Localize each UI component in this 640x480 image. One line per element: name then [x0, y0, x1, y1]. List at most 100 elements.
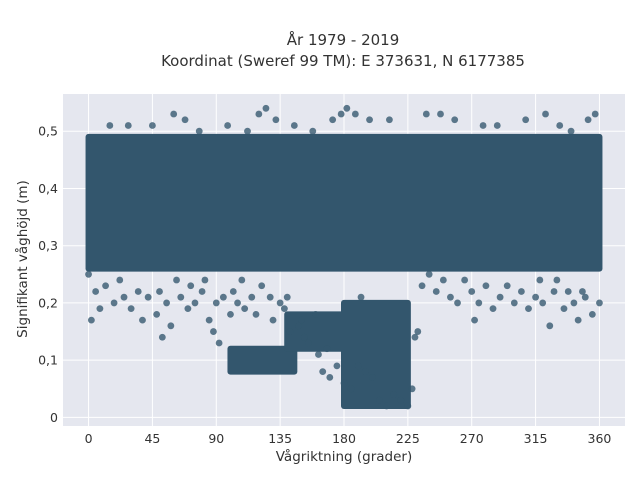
- data-point: [124, 122, 132, 129]
- data-point: [300, 333, 308, 341]
- data-point: [305, 339, 312, 347]
- dense-point-regions: [85, 133, 603, 409]
- y-tick-label: 0,5: [38, 124, 58, 139]
- data-point: [283, 293, 291, 301]
- data-point: [354, 362, 362, 370]
- data-point: [397, 396, 405, 404]
- data-point: [326, 373, 334, 381]
- data-point: [437, 110, 444, 118]
- data-point: [581, 293, 589, 301]
- data-point: [252, 310, 260, 318]
- y-tick-label: 0,1: [38, 353, 58, 368]
- data-point: [596, 299, 603, 307]
- data-point: [266, 293, 274, 301]
- data-point: [447, 293, 454, 301]
- y-tick-label: 0,3: [38, 238, 58, 253]
- data-point: [390, 391, 398, 398]
- data-point: [177, 293, 185, 301]
- data-point: [258, 282, 266, 290]
- data-point: [404, 402, 412, 410]
- data-point: [227, 310, 234, 318]
- data-point: [579, 288, 586, 295]
- data-point: [173, 276, 180, 284]
- data-point: [333, 362, 341, 370]
- data-point: [191, 299, 199, 307]
- data-point: [170, 110, 178, 118]
- data-point: [102, 282, 109, 290]
- data-point: [539, 299, 547, 307]
- data-point: [295, 322, 302, 330]
- data-point: [198, 288, 206, 295]
- data-point: [163, 299, 171, 307]
- data-point: [584, 116, 592, 124]
- x-tick-label: 45: [144, 431, 160, 446]
- data-point: [368, 373, 376, 381]
- x-axis-ticks: 0 45 90 135 180 225 270 315 360: [85, 431, 612, 446]
- data-point: [85, 270, 92, 278]
- x-tick-label: 135: [268, 431, 292, 446]
- data-point: [546, 322, 554, 330]
- data-point: [272, 116, 280, 124]
- data-point: [153, 310, 161, 318]
- data-point: [493, 122, 501, 129]
- x-tick-label: 315: [524, 431, 548, 446]
- x-tick-label: 180: [332, 431, 356, 446]
- y-tick-label: 0: [50, 410, 58, 425]
- data-point: [461, 276, 469, 284]
- data-point: [553, 276, 561, 284]
- data-point: [280, 305, 288, 313]
- x-tick-label: 225: [396, 431, 420, 446]
- data-point: [255, 110, 263, 118]
- data-point: [210, 328, 217, 335]
- data-point: [489, 305, 497, 313]
- data-point: [503, 282, 511, 290]
- data-point: [496, 293, 504, 301]
- data-point: [471, 316, 478, 324]
- data-point: [290, 122, 298, 129]
- data-point: [343, 104, 351, 112]
- data-point: [482, 282, 490, 290]
- data-point: [187, 282, 195, 290]
- y-axis-ticks: 0 0,1 0,2 0,3 0,4 0,5: [38, 124, 58, 425]
- x-tick-label: 360: [588, 431, 612, 446]
- data-point: [451, 116, 459, 124]
- data-point: [347, 385, 355, 393]
- data-point: [269, 316, 277, 324]
- data-point: [329, 116, 337, 124]
- chart-title-line-2: Koordinat (Sweref 99 TM): E 373631, N 61…: [161, 52, 525, 70]
- data-point: [550, 288, 558, 295]
- data-point: [323, 345, 331, 353]
- data-point: [567, 127, 575, 135]
- data-point: [309, 127, 317, 135]
- data-point: [224, 122, 232, 129]
- data-point: [244, 127, 251, 135]
- data-point: [167, 322, 175, 330]
- chart-title-line-1: År 1979 - 2019: [287, 30, 400, 49]
- data-point: [106, 122, 114, 129]
- data-point: [383, 402, 390, 410]
- data-point: [134, 288, 142, 295]
- data-point: [92, 288, 100, 295]
- data-point: [127, 305, 135, 313]
- data-point: [181, 116, 189, 124]
- data-point: [536, 276, 544, 284]
- data-point: [87, 316, 95, 324]
- data-point: [96, 305, 104, 313]
- data-point: [517, 288, 525, 295]
- data-point: [564, 288, 572, 295]
- data-point: [262, 104, 270, 112]
- data-point: [475, 299, 483, 307]
- data-point: [139, 316, 146, 324]
- data-point: [560, 305, 568, 313]
- data-point: [319, 368, 327, 376]
- dense-point-cluster: [227, 345, 298, 375]
- data-point: [386, 116, 393, 124]
- data-point: [510, 299, 518, 307]
- data-point: [425, 270, 433, 278]
- data-point: [248, 293, 256, 301]
- data-point: [570, 299, 578, 307]
- data-point: [357, 293, 365, 301]
- data-point: [414, 328, 422, 335]
- data-point: [432, 288, 440, 295]
- x-tick-label: 90: [208, 431, 224, 446]
